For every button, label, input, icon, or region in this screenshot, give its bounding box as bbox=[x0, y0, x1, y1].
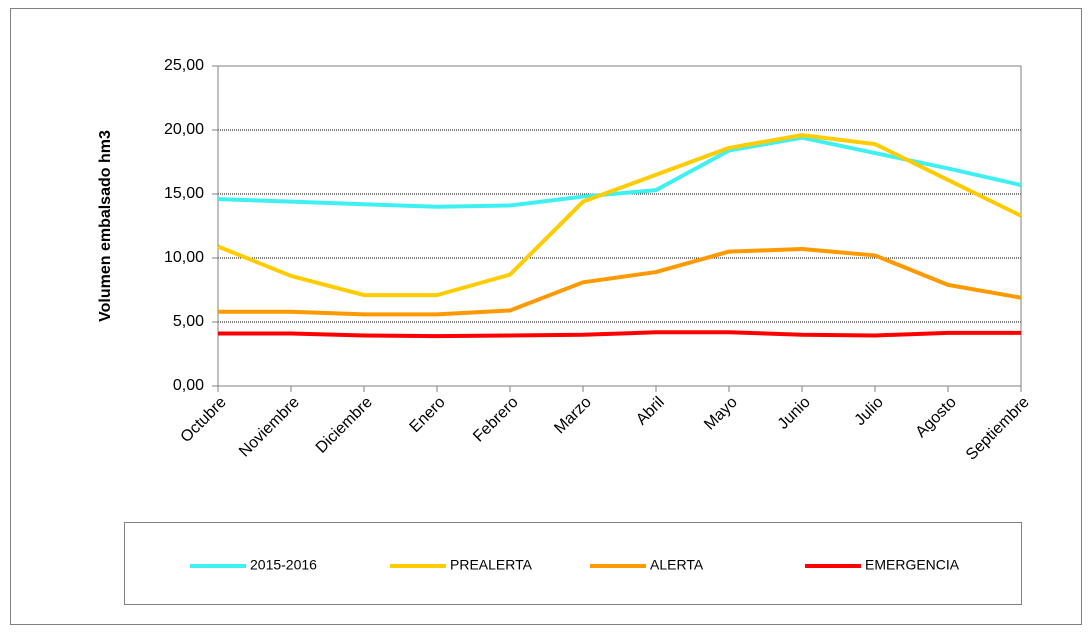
y-tick-label: 10,00 bbox=[164, 249, 204, 266]
y-axis-title: Volumen embalsado hm3 bbox=[97, 130, 114, 322]
series-line bbox=[218, 330, 1021, 339]
legend-box bbox=[124, 522, 1022, 605]
legend-label: EMERGENCIA bbox=[865, 557, 960, 573]
y-tick-label: 0,00 bbox=[173, 377, 204, 394]
chart-frame bbox=[10, 8, 1082, 625]
y-tick-label: 15,00 bbox=[164, 185, 204, 202]
y-tick-label: 25,00 bbox=[164, 57, 204, 74]
y-tick-label: 20,00 bbox=[164, 121, 204, 138]
legend-label: 2015-2016 bbox=[250, 557, 317, 573]
plot-area bbox=[217, 65, 1022, 387]
legend-label: PREALERTA bbox=[450, 557, 533, 573]
series-line bbox=[217, 135, 1022, 209]
legend-label: ALERTA bbox=[650, 557, 704, 573]
y-tick-label: 5,00 bbox=[173, 313, 204, 330]
series-line bbox=[218, 247, 1022, 317]
series-line bbox=[217, 133, 1022, 298]
